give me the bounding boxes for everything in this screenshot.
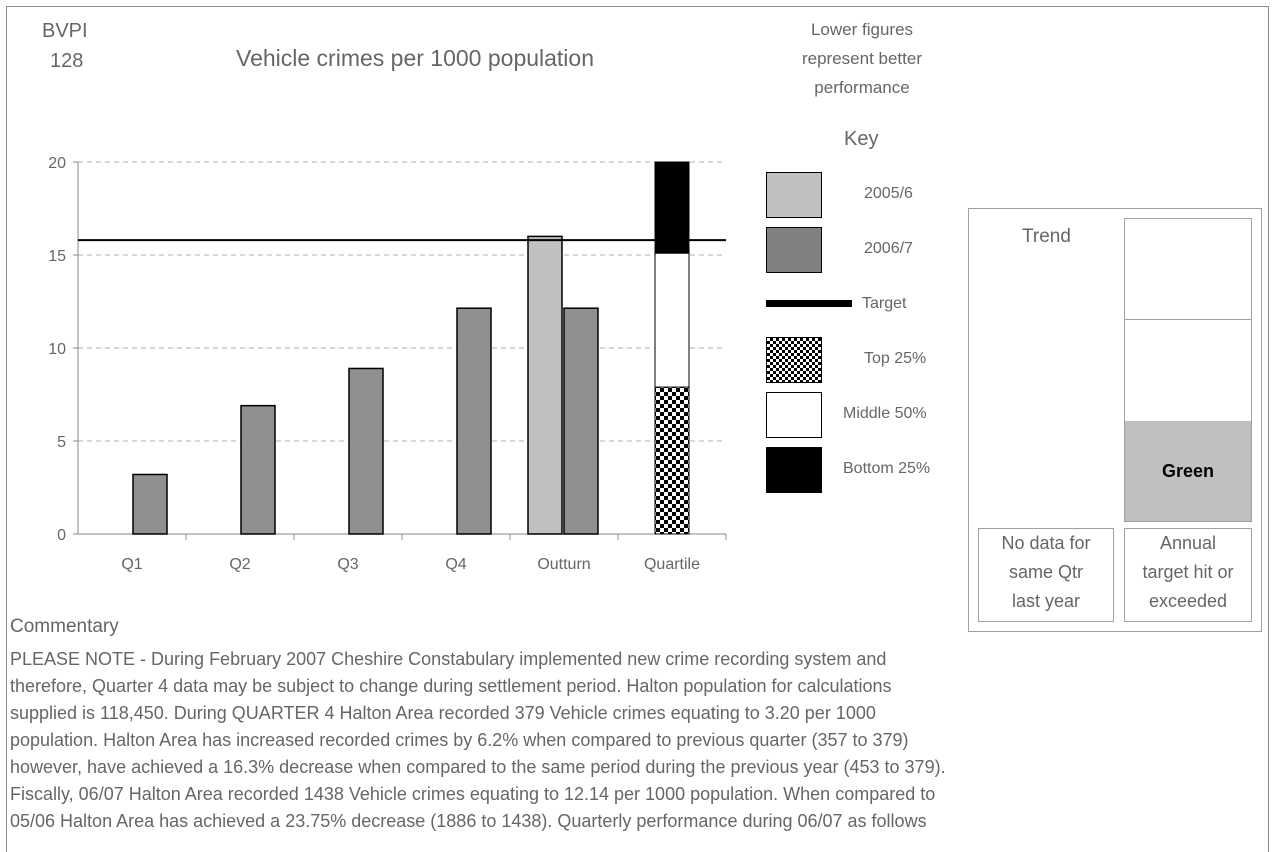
trend-panel xyxy=(968,208,1262,632)
legend-label: Middle 50% xyxy=(843,405,927,422)
y-tick-label: 5 xyxy=(57,434,66,451)
key-title: Key xyxy=(844,128,879,150)
status-divider xyxy=(1125,319,1251,320)
x-tick-label: Quartile xyxy=(644,556,700,573)
y-tick-label: 20 xyxy=(48,155,66,172)
legend-label: Bottom 25% xyxy=(843,460,931,477)
bvpi-code-number: 128 xyxy=(50,50,84,72)
legend-swatch-dark xyxy=(766,227,822,273)
note-line-2: represent better xyxy=(801,49,922,68)
commentary-title: Commentary xyxy=(10,616,119,637)
commentary-line: 05/06 Halton Area has achieved a 23.75% … xyxy=(10,811,927,831)
status-caption-line-2: target hit or xyxy=(1142,562,1234,582)
performance-note: Lower figures represent better performan… xyxy=(772,15,952,102)
status-column: Green xyxy=(1124,218,1252,522)
x-tick-label: Q2 xyxy=(229,556,250,573)
status-caption-line-1: Annual xyxy=(1159,533,1217,553)
trend-caption-line-3: last year xyxy=(1011,591,1081,611)
commentary-text: PLEASE NOTE - During February 2007 Chesh… xyxy=(10,646,1255,835)
commentary-line: Fiscally, 06/07 Halton Area recorded 143… xyxy=(10,784,936,804)
bar-chart: 0 5 10 15 20 Q1 Q2 Q3 Q4 Outturn Quartile xyxy=(48,155,727,573)
legend-label: Top 25% xyxy=(864,350,927,367)
bar-2005-6 xyxy=(527,235,563,535)
y-tick-label: 15 xyxy=(48,248,66,265)
note-line-3: performance xyxy=(814,78,910,97)
status-caption-line-3: exceeded xyxy=(1148,591,1228,611)
status-caption: Annual target hit or exceeded xyxy=(1124,528,1252,622)
x-tick-label: Q4 xyxy=(445,556,466,573)
bar-2006-7 xyxy=(240,404,276,535)
quartile-bottom-25 xyxy=(654,161,690,254)
bar-2006-7 xyxy=(132,473,168,535)
commentary-line: supplied is 118,450. During QUARTER 4 Ha… xyxy=(10,703,876,723)
x-tick-label: Q1 xyxy=(121,556,142,573)
commentary-line: PLEASE NOTE - During February 2007 Chesh… xyxy=(10,649,887,669)
x-tick-label: Outturn xyxy=(537,556,590,573)
commentary-line: however, have achieved a 16.3% decrease … xyxy=(10,757,946,777)
chart-title: Vehicle crimes per 1000 population xyxy=(236,45,595,71)
legend-label: 2005/6 xyxy=(864,185,913,202)
legend-label: 2006/7 xyxy=(864,240,913,257)
report-frame xyxy=(6,6,1269,852)
trend-caption-line-2: same Qtr xyxy=(1008,562,1083,582)
bar-2006-7 xyxy=(348,367,384,535)
trend-label: Trend xyxy=(1022,226,1071,247)
y-tick-label: 10 xyxy=(48,341,66,358)
status-badge: Green xyxy=(1125,421,1251,521)
legend-label: Target xyxy=(862,295,907,312)
legend-swatch-line xyxy=(766,300,852,307)
legend-swatch-black xyxy=(766,447,822,493)
legend-swatch-white xyxy=(766,392,822,438)
note-line-1: Lower figures xyxy=(810,20,914,39)
commentary-line: population. Halton Area has increased re… xyxy=(10,730,909,750)
x-tick-label: Q3 xyxy=(337,556,358,573)
commentary-line: therefore, Quarter 4 data may be subject… xyxy=(10,676,892,696)
y-tick-label: 0 xyxy=(57,527,66,544)
bar-2006-7 xyxy=(456,307,492,535)
quartile-middle-50 xyxy=(654,252,690,388)
legend-swatch-checker xyxy=(766,337,822,383)
legend-swatch-light xyxy=(766,172,822,218)
quartile-top-25 xyxy=(654,386,690,535)
bvpi-code-label: BVPI xyxy=(42,20,88,42)
trend-caption-line-1: No data for xyxy=(1001,533,1091,553)
bar-2006-7 xyxy=(563,307,599,535)
trend-caption: No data for same Qtr last year xyxy=(978,528,1114,622)
